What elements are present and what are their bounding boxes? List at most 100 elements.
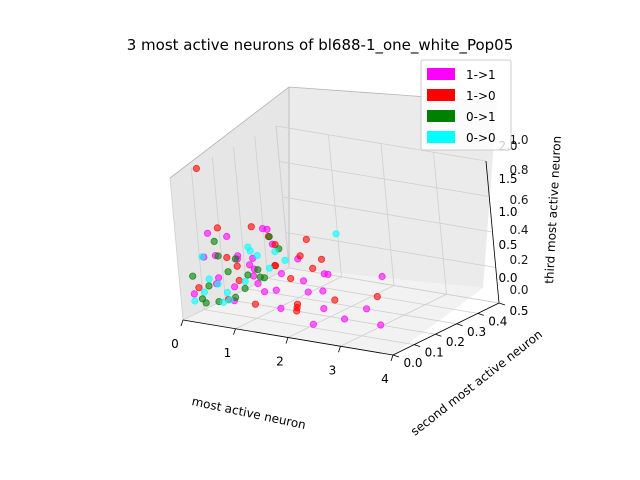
y-tick-mark (498, 302, 506, 306)
legend-label: 1->0 (466, 89, 496, 103)
floor-pane (183, 268, 483, 355)
data-point-0-to-1 (241, 284, 249, 293)
data-point-1-to-1 (377, 321, 385, 329)
data-point-0-to-0 (198, 253, 206, 261)
legend: 1->1 1->0 0->1 0->0 (420, 59, 512, 151)
x-tick-label: 0 (171, 337, 179, 351)
frame-tick-label: 1.0 (509, 133, 528, 147)
data-point-1-to-1 (260, 288, 269, 296)
y-tick-label: 0.2 (446, 335, 465, 349)
legend-swatch (427, 131, 455, 143)
data-point-0-to-1 (224, 268, 232, 276)
y-tick-mark (414, 344, 421, 347)
data-point-0-to-0 (214, 280, 222, 288)
y-grid-line-left (254, 136, 269, 279)
data-point-1-to-1 (277, 304, 285, 312)
data-point-1-to-1 (215, 274, 223, 282)
z-tick-label: 0.5 (498, 238, 517, 252)
x-grid-line (340, 293, 447, 347)
z-axis-line (485, 160, 500, 304)
data-point-1-to-1 (246, 261, 254, 269)
data-point-0-to-1 (198, 295, 207, 303)
data-point-0-to-1 (214, 252, 222, 260)
data-point-1-to-1 (319, 287, 327, 295)
data-point-0-to-1 (244, 271, 252, 279)
y-tick-label: 0.1 (425, 346, 444, 360)
data-point-0-to-0 (219, 298, 228, 306)
x-axis-label: most active neuron (190, 394, 307, 432)
data-point-0-to-1 (254, 266, 262, 274)
y-grid-line (225, 298, 436, 335)
data-point-1-to-0 (223, 253, 231, 262)
frame-tick-label: 0.4 (509, 223, 528, 237)
axis-lines (180, 160, 506, 362)
y-grid-line-left (233, 146, 247, 289)
x-tick-mark (338, 346, 341, 353)
data-point-1-to-0 (302, 235, 310, 243)
data-point-1-to-1 (223, 232, 231, 241)
x-tick-label: 2 (276, 355, 284, 369)
data-point-0-to-0 (200, 288, 208, 296)
data-point-0-to-0 (205, 275, 213, 283)
legend-label: 0->1 (466, 110, 496, 124)
z-grid-line (285, 232, 496, 268)
legend-swatch (427, 110, 455, 122)
data-point-1-to-1 (320, 304, 328, 313)
data-point-0-to-0 (226, 296, 234, 304)
data-point-1-to-0 (317, 255, 326, 263)
data-point-1-to-1 (277, 269, 285, 278)
data-point-1-to-0 (192, 164, 200, 173)
data-point-0-to-0 (332, 230, 340, 238)
data-point-1-to-1 (190, 290, 198, 298)
data-point-0-to-1 (210, 237, 218, 245)
data-point-0-to-0 (265, 264, 273, 272)
data-point-1-to-0 (309, 264, 317, 272)
legend-box (420, 59, 512, 151)
x-tick-mark (233, 328, 236, 335)
y-axis-line (392, 302, 500, 356)
frame-tick-label: 0.8 (509, 163, 528, 177)
data-point-1-to-1 (309, 320, 317, 328)
data-point-1-to-1 (340, 315, 349, 323)
x-tick-mark (180, 319, 184, 327)
z-tick-label: 1.0 (498, 205, 517, 219)
data-point-1-to-1 (203, 229, 212, 237)
y-tick-mark (392, 354, 400, 358)
y-axis-label: second most active neuron (408, 327, 545, 438)
data-point-1-to-1 (362, 305, 371, 313)
data-point-0-to-0 (223, 288, 231, 297)
x-tick-label: 4 (381, 372, 389, 386)
data-point-1-to-0 (251, 300, 259, 308)
data-point-0-to-0 (246, 247, 254, 255)
chart-title: 3 most active neurons of bl688-1_one_whi… (127, 36, 514, 55)
legend-swatch (427, 89, 455, 101)
data-point-1-to-1 (378, 272, 386, 281)
tick-labels: 012340.00.10.20.30.40.50.00.51.01.52.00.… (171, 133, 528, 386)
data-point-0-to-1 (265, 233, 273, 241)
y-tick-mark (477, 313, 484, 316)
x-grid-line (235, 276, 342, 330)
data-point-0-to-0 (253, 252, 261, 260)
data-point-1-to-0 (213, 224, 221, 232)
data-point-1-to-0 (373, 292, 381, 301)
data-point-1-to-1 (254, 279, 262, 288)
data-point-0-to-1 (189, 272, 197, 280)
z-axis-label: third most active neuron (542, 135, 564, 284)
legend-entries: 1->1 1->0 0->1 0->0 (427, 68, 496, 145)
data-point-1-to-1 (231, 283, 239, 291)
y-tick-label: 0.4 (488, 314, 507, 328)
y-tick-mark (435, 333, 442, 337)
data-point-0-to-0 (191, 297, 199, 305)
y-tick-mark (456, 323, 463, 327)
data-point-0-to-1 (205, 282, 213, 290)
y-grid-line (246, 288, 457, 325)
frame-tick-label: 0.2 (509, 253, 528, 267)
legend-swatch (427, 68, 455, 80)
y-tick-label: 0.0 (403, 356, 422, 370)
z-tick-label: 1.5 (498, 172, 517, 186)
y-grid-line (204, 309, 415, 345)
data-point-1-to-1 (263, 225, 271, 233)
data-point-1-to-0 (293, 307, 301, 315)
x-tick-label: 1 (224, 346, 232, 360)
